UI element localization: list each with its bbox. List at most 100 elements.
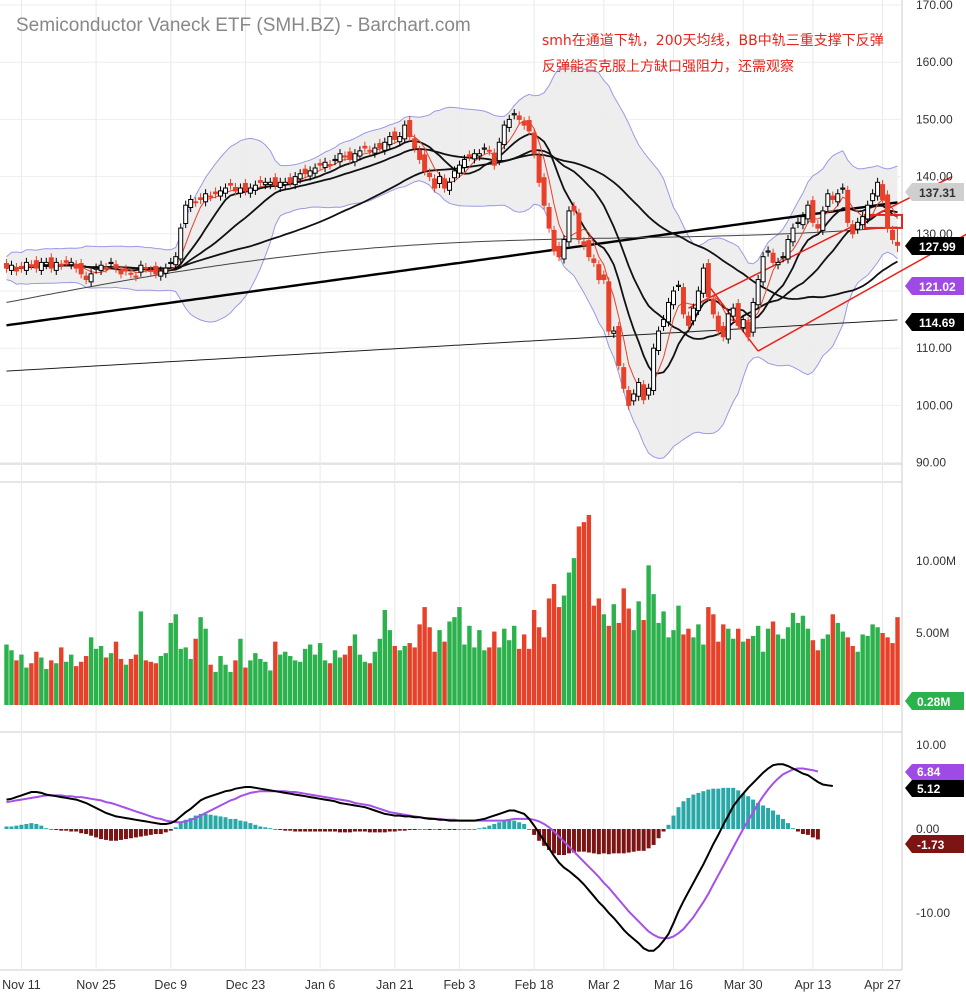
candle-body [63,260,69,263]
macd-hist-bar [188,818,193,829]
macd-hist-bar [442,829,447,830]
candle-body [128,272,134,275]
macd-hist-bar [462,829,467,830]
svg-text:5.12: 5.12 [917,782,941,796]
macd-hist-bar [392,829,397,832]
volume-bar [661,611,666,705]
volume-bar [750,635,756,705]
candle-body [481,147,487,150]
volume-bar [317,643,323,705]
macd-hist-bar [636,829,641,851]
candle-body [392,131,398,140]
macd-hist-bar [9,826,14,829]
price-tick-label: 110.00 [916,341,952,355]
macd-hist-bar [14,825,19,829]
volume-bar [502,628,507,705]
volume-bar [472,647,477,705]
x-tick-label: Apr 27 [864,978,901,992]
candle-body [561,239,567,260]
macd-hist-bar [756,802,761,829]
macd-hist-bar [502,820,507,829]
volume-bar [437,630,442,705]
candle-body [830,195,836,200]
volume-bar [731,638,736,705]
volume-bar [452,617,457,705]
candle-body [461,158,467,168]
annotation-line-2: 反弹能否克服上方缺口强阻力，还需观察 [542,58,794,75]
volume-bar [536,627,542,705]
x-tick-label: Jan 6 [305,978,336,992]
candles [3,109,901,410]
candle-body [800,216,806,226]
volume-bar [701,644,706,705]
volume-bar [666,637,671,705]
macd-hist-bar [626,829,631,853]
volume-bar [412,647,417,705]
macd-hist-bar [631,829,636,852]
volume-bar [327,663,333,705]
volume-bar [29,663,34,705]
macd-hist-bar [800,829,805,835]
candle-body [765,250,771,253]
candle-body [272,177,278,186]
macd-hist-bar [507,819,512,829]
volume-bar [342,654,348,705]
volume-bar [98,645,104,705]
volume-bar [462,644,467,705]
volume-bar [367,663,373,705]
volume-bar [745,638,751,705]
macd-hist-bar [766,808,771,829]
candle-body [805,204,811,220]
macd-hist-bar [347,829,352,833]
volume-bar [54,663,59,705]
volume-bar [213,671,218,705]
macd-hist-bar [771,810,776,829]
candle-body [33,260,39,269]
volume-bar [696,624,701,705]
candle-body [725,313,731,340]
volume-bar [482,650,487,705]
candle-body [118,269,124,275]
macd-hist-bar [69,829,74,832]
price-tick-label: 90.00 [916,456,946,470]
candle-body [690,307,696,322]
macd-hist-bar [248,823,253,829]
macd-hist-bar [342,829,347,833]
macd-hist-bar [666,824,671,829]
candle-body [397,136,403,143]
volume-bar [128,658,134,705]
candle-body [556,245,562,258]
candle-body [367,149,373,152]
x-tick-label: Feb 3 [443,978,475,992]
macd-hist-bar [163,829,168,833]
volume-bar [711,614,716,705]
macd-hist-bar [815,829,820,840]
volume-bar [83,656,89,705]
volume-bar [39,657,44,705]
volume-bar [297,661,303,705]
macd-hist-bar [118,829,123,840]
macd-hist-bar [213,815,218,829]
candle-body [750,301,756,333]
candle-body [611,330,617,334]
macd-hist-bar [263,827,268,829]
candle-body [785,239,791,260]
candle-body [636,382,642,397]
volume-bar [795,622,801,705]
candle-body [402,124,408,140]
candle-body [571,205,577,212]
macd-hist-bar [178,823,183,829]
candle-body [661,319,667,327]
macd-hist-bar [39,825,44,829]
macd-hist-bar [193,815,198,829]
volume-bar [148,661,154,705]
macd-hist-bar [417,829,422,830]
candle-body [257,180,263,183]
macd-hist-bar [54,829,59,830]
volume-bar [158,656,163,705]
volume-bar [760,651,766,705]
candle-body [158,270,164,277]
volume-bar [636,601,641,705]
candle-body [850,224,856,235]
macd-hist-bar [133,829,138,838]
